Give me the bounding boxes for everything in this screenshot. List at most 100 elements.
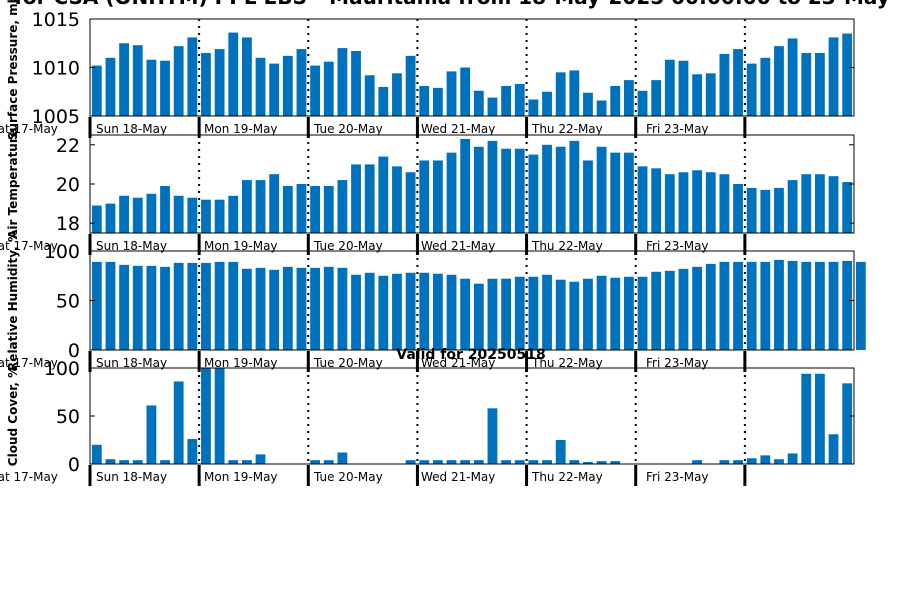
bar	[269, 269, 280, 350]
bar	[173, 262, 184, 350]
bar	[160, 60, 170, 116]
bar	[405, 272, 416, 350]
bar	[555, 72, 566, 116]
bar	[460, 67, 471, 116]
bar	[842, 33, 853, 116]
bar	[487, 408, 498, 464]
bar	[623, 276, 634, 350]
bar	[337, 180, 348, 233]
x-tick-label: Sat 17-May	[0, 356, 58, 370]
x-tick-label: Fri 23-May	[646, 239, 709, 253]
bar	[228, 460, 239, 464]
bar	[214, 368, 225, 464]
panel-3: 0 50 100 Relative Humidity, %Sat 17-May Sun …	[0, 230, 866, 372]
y-axis-label: Air Temperature	[6, 129, 20, 239]
bar	[323, 266, 334, 350]
bar	[610, 152, 621, 233]
y-tick-label: 1010	[32, 58, 80, 80]
bar	[814, 261, 825, 350]
bar	[228, 261, 239, 350]
bar	[514, 83, 525, 116]
bar	[528, 276, 539, 350]
bar	[774, 459, 784, 464]
bar	[705, 73, 716, 116]
bar	[678, 60, 689, 116]
bar	[787, 38, 798, 116]
bar	[187, 197, 198, 233]
bar	[719, 174, 730, 233]
x-tick-label: Thu 22-May	[531, 470, 603, 484]
bar	[214, 199, 225, 233]
bar	[664, 270, 675, 350]
bar	[678, 172, 689, 233]
bar	[542, 274, 552, 350]
bar	[487, 140, 498, 233]
bar	[310, 65, 321, 116]
bar	[255, 454, 266, 464]
bar	[787, 180, 798, 233]
bar	[733, 184, 743, 233]
bar	[842, 260, 853, 350]
bar	[119, 195, 130, 233]
x-tick-label: Tue 20-May	[313, 122, 383, 136]
bar	[460, 278, 471, 350]
bar	[296, 267, 307, 350]
x-tick-label: Sun 18-May	[96, 122, 167, 136]
bar	[187, 439, 198, 464]
bar	[569, 70, 580, 116]
bar	[91, 205, 102, 233]
x-tick-label: Wed 21-May	[421, 356, 495, 370]
bar	[351, 274, 361, 350]
bar	[446, 71, 457, 116]
bar	[801, 174, 812, 233]
bar	[432, 160, 443, 233]
bar	[528, 460, 539, 464]
bar	[583, 462, 593, 464]
bar	[528, 154, 539, 233]
bar	[828, 261, 839, 350]
bar	[392, 273, 402, 350]
bar	[119, 264, 130, 350]
bar	[583, 278, 593, 350]
bar	[542, 144, 552, 233]
bar	[719, 53, 730, 116]
bar	[146, 265, 157, 350]
bar	[323, 185, 334, 233]
bar	[705, 263, 716, 350]
bar	[201, 368, 211, 464]
x-tick-label: Sat 17-May	[0, 470, 58, 484]
x-tick-label: Sat 17-May	[0, 122, 58, 136]
bar	[378, 86, 389, 116]
bar	[364, 164, 375, 233]
bar	[446, 274, 457, 350]
x-tick-label: Tue 20-May	[313, 356, 383, 370]
bar	[405, 55, 416, 116]
y-tick-label: 100	[44, 358, 80, 380]
bar	[596, 146, 607, 233]
bar	[637, 90, 648, 116]
bar	[201, 199, 211, 233]
bar	[473, 146, 484, 233]
bar	[569, 460, 580, 464]
bar	[241, 37, 252, 116]
bar	[746, 63, 757, 116]
x-tick-label: Mon 19-May	[204, 239, 278, 253]
y-axis-label: Cloud Cover, %	[6, 366, 20, 466]
bar	[583, 92, 593, 116]
bar	[528, 99, 539, 116]
bar	[596, 461, 607, 464]
bar	[446, 152, 457, 233]
chart-subtitle: Valid for 20250518	[396, 347, 545, 363]
bar	[160, 460, 170, 464]
x-tick-label: Fri 23-May	[646, 122, 709, 136]
chart-title: for CSA (ONHTM) PPL EBS - Mauritania fro…	[14, 0, 890, 9]
bar	[310, 267, 321, 350]
y-tick-label: 0	[68, 340, 80, 362]
bar	[828, 37, 839, 116]
bar	[378, 275, 389, 350]
bar	[296, 184, 307, 233]
bar	[337, 267, 348, 350]
bar	[814, 373, 825, 464]
bar	[269, 174, 280, 233]
bar	[569, 140, 580, 233]
